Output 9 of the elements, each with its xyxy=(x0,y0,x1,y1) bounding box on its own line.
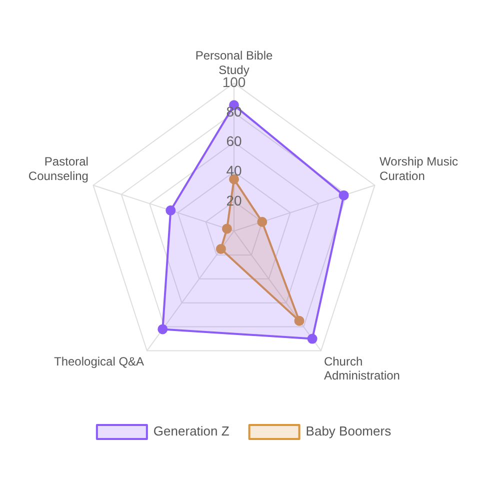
spoke-label: Pastoral Counseling xyxy=(28,154,88,183)
spoke-label: Personal Bible Study xyxy=(195,48,274,78)
legend-label: Generation Z xyxy=(153,424,230,439)
legend-label: Baby Boomers xyxy=(306,424,392,439)
spoke-label: Church Administration xyxy=(324,354,400,383)
y-tick-label: 40 xyxy=(226,162,242,179)
y-tick-label: 60 xyxy=(226,133,242,150)
spoke-label: Worship Music Curation xyxy=(380,154,458,183)
spoke-label: Theological Q&A xyxy=(54,354,144,368)
